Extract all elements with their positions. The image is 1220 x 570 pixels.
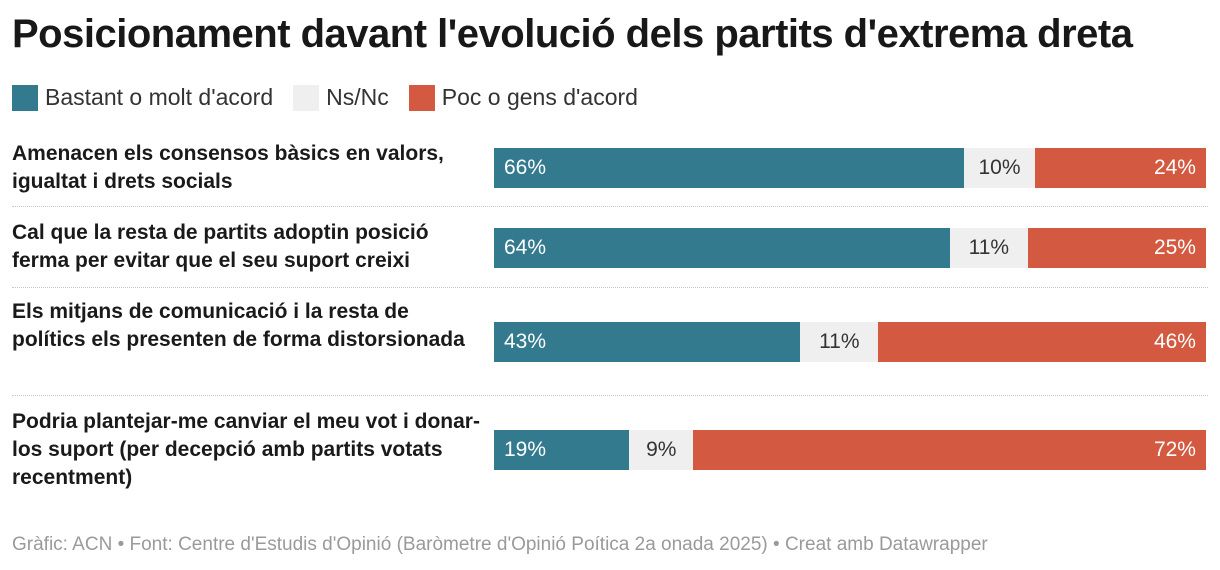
bar-row-4: 19% 9% 72% <box>494 430 1206 470</box>
row-divider-3 <box>12 395 1208 396</box>
legend-label-nsnc: Ns/Nc <box>326 84 389 110</box>
bar-segment-disagree-4: 72% <box>693 430 1206 470</box>
bar-segment-agree-2: 64% <box>494 228 950 268</box>
bar-segment-agree-1: 66% <box>494 148 964 188</box>
row-divider-2 <box>12 287 1208 288</box>
legend-swatch-disagree <box>408 84 435 111</box>
bar-segment-disagree-3: 46% <box>878 322 1206 362</box>
bar-segment-nsnc-3: 11% <box>800 322 879 362</box>
row-label-1: Amenacen els consensos bàsics en valors,… <box>12 142 444 193</box>
legend: Bastant o molt d'acord Ns/Nc Poc o gens … <box>12 84 658 111</box>
bar-row-3: 43% 11% 46% <box>494 322 1206 362</box>
chart-footer: Gràfic: ACN • Font: Centre d'Estudis d'O… <box>12 534 988 555</box>
bar-segment-agree-3: 43% <box>494 322 801 362</box>
legend-item-nsnc: Ns/Nc <box>293 84 389 111</box>
row-divider-1 <box>12 206 1208 207</box>
row-label-4: Podria plantejar-me canviar el meu vot i… <box>12 410 480 489</box>
bar-segment-disagree-2: 25% <box>1027 228 1206 268</box>
legend-swatch-agree <box>12 84 38 111</box>
bar-segment-nsnc-1: 10% <box>963 148 1036 188</box>
legend-label-disagree: Poc o gens d'acord <box>441 84 638 110</box>
row-label-3: Els mitjans de comunicació i la resta de… <box>12 300 465 351</box>
bar-row-2: 64% 11% 25% <box>494 228 1206 268</box>
bar-segment-agree-4: 19% <box>494 430 630 470</box>
legend-item-agree: Bastant o molt d'acord <box>12 84 273 111</box>
legend-swatch-nsnc <box>293 84 320 111</box>
legend-label-agree: Bastant o molt d'acord <box>45 84 274 110</box>
bar-segment-disagree-1: 24% <box>1035 148 1206 188</box>
legend-item-disagree: Poc o gens d'acord <box>408 84 638 111</box>
chart-title: Posicionament davant l'evolució dels par… <box>12 12 1133 56</box>
row-label-2: Cal que la resta de partits adoptin posi… <box>12 221 429 272</box>
bar-segment-nsnc-4: 9% <box>629 430 694 470</box>
bar-segment-nsnc-2: 11% <box>949 228 1028 268</box>
bar-row-1: 66% 10% 24% <box>494 148 1206 188</box>
